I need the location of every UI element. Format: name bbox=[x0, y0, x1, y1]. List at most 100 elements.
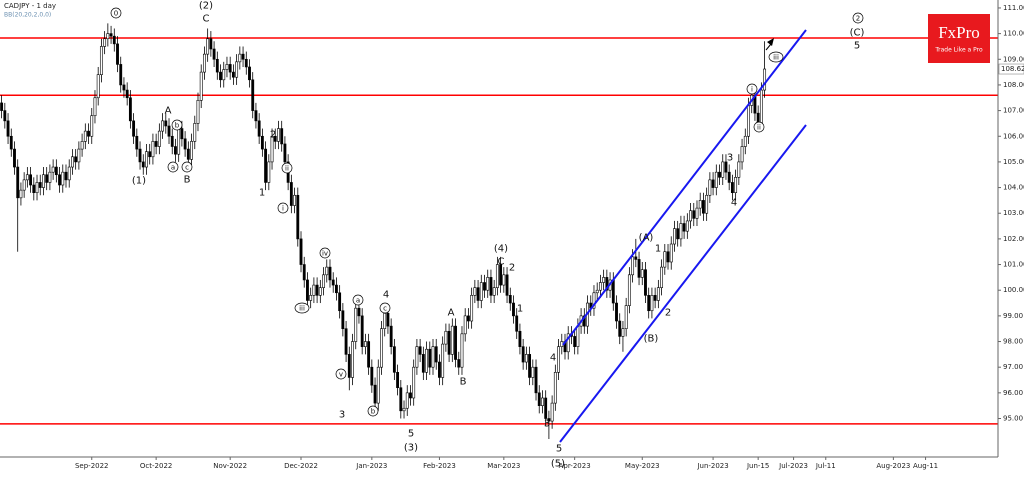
candle-body bbox=[592, 292, 596, 309]
candle-body bbox=[660, 266, 664, 288]
candle-body bbox=[360, 315, 364, 347]
candle-body bbox=[25, 174, 29, 181]
wave-label: (C) bbox=[850, 28, 865, 39]
candle-body bbox=[93, 97, 97, 117]
candle-body bbox=[225, 64, 229, 70]
wave-label: 4 bbox=[383, 290, 389, 301]
x-tick-label: Feb-2023 bbox=[423, 462, 456, 470]
candle-body bbox=[640, 269, 644, 278]
candle-body bbox=[112, 35, 116, 45]
y-tick-label: 111.00 bbox=[1003, 4, 1024, 12]
candle-body bbox=[257, 120, 261, 137]
candle-body bbox=[714, 171, 718, 188]
wave-label: b bbox=[371, 408, 376, 416]
candle-body bbox=[515, 315, 519, 332]
y-tick-label: 96.00 bbox=[1003, 389, 1023, 397]
candle-body bbox=[627, 274, 631, 306]
candle-body bbox=[673, 228, 676, 245]
candle-body bbox=[425, 348, 428, 373]
candle-body bbox=[547, 418, 551, 422]
y-tick-label: 97.00 bbox=[1003, 363, 1023, 371]
candle-body bbox=[418, 346, 422, 355]
wave-label-circle bbox=[335, 368, 347, 380]
candle-body bbox=[318, 287, 322, 296]
candle-body bbox=[653, 295, 657, 301]
x-tick-label: May-2023 bbox=[625, 462, 660, 470]
wave-label-circle bbox=[171, 119, 183, 131]
x-tick-label: Mar-2023 bbox=[487, 462, 520, 470]
candle-body bbox=[325, 266, 329, 276]
candle-body bbox=[170, 135, 174, 147]
candle-body bbox=[541, 397, 544, 406]
candle-body bbox=[296, 194, 300, 240]
candle-body bbox=[128, 97, 132, 122]
candle-body bbox=[573, 336, 577, 347]
candle-body bbox=[90, 115, 94, 137]
candle-body bbox=[125, 89, 129, 99]
candle-body bbox=[499, 264, 503, 286]
x-tick-label: Oct-2022 bbox=[140, 462, 172, 470]
wave-label: 5 bbox=[408, 429, 414, 440]
candle-body bbox=[718, 171, 721, 178]
candle-body bbox=[280, 128, 284, 145]
candle-body bbox=[16, 166, 20, 199]
wave-label: iv bbox=[322, 250, 328, 258]
candle-body bbox=[190, 141, 193, 160]
candle-body bbox=[399, 387, 403, 412]
candle-body bbox=[222, 69, 226, 81]
candle-body bbox=[367, 341, 371, 368]
wave-label: (4) bbox=[494, 244, 508, 255]
wave-label: (2) bbox=[199, 1, 213, 12]
wave-label-circle bbox=[367, 405, 379, 417]
candle-body bbox=[689, 210, 692, 222]
candle-body bbox=[293, 194, 296, 206]
x-tick-label: Apr-2023 bbox=[559, 462, 591, 470]
candle-body bbox=[48, 171, 52, 183]
candle-body bbox=[103, 38, 107, 47]
wave-label: C bbox=[203, 14, 210, 25]
candle-body bbox=[132, 120, 136, 137]
candle-body bbox=[3, 110, 7, 122]
y-tick-label: 99.00 bbox=[1003, 312, 1023, 320]
candle-body bbox=[351, 341, 354, 378]
candle-body bbox=[322, 274, 325, 288]
candle-body bbox=[460, 333, 464, 368]
candle-body bbox=[380, 328, 383, 368]
candle-body bbox=[692, 210, 696, 219]
candle-body bbox=[299, 238, 303, 265]
wave-label: a bbox=[171, 164, 175, 172]
wave-label: c bbox=[185, 164, 189, 172]
candle-body bbox=[244, 58, 248, 68]
candle-body bbox=[347, 354, 351, 378]
candle-body bbox=[109, 33, 113, 37]
candle-body bbox=[338, 292, 342, 312]
x-tick-label: Nov-2022 bbox=[213, 462, 247, 470]
candle-body bbox=[270, 135, 274, 163]
candle-body bbox=[0, 102, 4, 111]
candle-body bbox=[209, 38, 213, 50]
y-tick-label: 106.00 bbox=[1003, 132, 1024, 140]
candle-body bbox=[260, 135, 264, 150]
candle-body bbox=[344, 328, 348, 355]
candle-body bbox=[644, 269, 647, 296]
candle-body bbox=[328, 266, 332, 281]
candle-body bbox=[631, 256, 635, 276]
candle-body bbox=[521, 346, 525, 363]
y-tick-label: 95.00 bbox=[1003, 415, 1023, 423]
candle-body bbox=[193, 123, 197, 142]
candle-body bbox=[489, 277, 493, 296]
candle-body bbox=[389, 325, 393, 347]
candle-body bbox=[505, 274, 509, 296]
candle-body bbox=[161, 120, 165, 132]
wave-label: 5 bbox=[854, 41, 860, 52]
candle-body bbox=[67, 166, 71, 181]
candle-body bbox=[183, 138, 187, 150]
candle-body bbox=[154, 141, 158, 147]
candle-body bbox=[618, 320, 622, 337]
candle-body bbox=[702, 200, 705, 214]
y-tick-label: 104.00 bbox=[1003, 184, 1024, 192]
candle-body bbox=[145, 151, 148, 168]
candle-body bbox=[457, 359, 461, 368]
candle-body bbox=[74, 156, 78, 163]
